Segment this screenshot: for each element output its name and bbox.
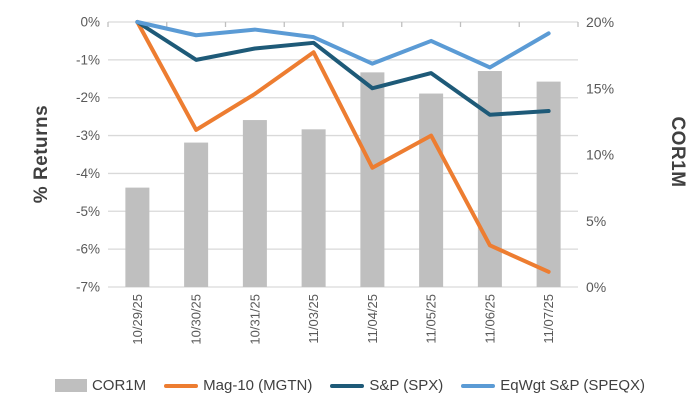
line-series-0 <box>135 20 551 274</box>
x-axis-label: 11/05/25 <box>424 294 439 344</box>
x-axis-label: 11/04/25 <box>365 294 380 344</box>
bar-cor1m <box>360 72 385 287</box>
x-axis-label: 11/06/25 <box>482 294 497 344</box>
left-axis-tick-label: -6% <box>76 242 100 257</box>
legend-item-3[interactable]: EqWgt S&P (SPEQX) <box>461 377 645 394</box>
bar-cor1m <box>477 71 502 288</box>
bar-cor1m <box>419 93 444 287</box>
chart-legend: COR1M Mag-10 (MGTN) S&P (SPX) EqWgt S&P (SP… <box>0 377 700 394</box>
right-axis-tick-label: 5% <box>586 213 606 229</box>
left-axis-tick-label: -2% <box>76 90 100 105</box>
left-axis-tick-label: -7% <box>76 280 100 295</box>
bar-cor1m <box>301 129 326 287</box>
legend-label: EqWgt S&P (SPEQX) <box>500 377 646 394</box>
left-axis-tick-label: -5% <box>76 204 100 219</box>
x-axis-label: 10/29/25 <box>130 294 145 345</box>
legend-label: Mag-10 (MGTN) <box>203 377 313 394</box>
x-axis-label: 11/07/25 <box>541 294 556 344</box>
legend-item-1[interactable]: Mag-10 (MGTN) <box>164 377 312 394</box>
bar-cor1m <box>125 187 150 287</box>
x-axis-label: 10/30/25 <box>189 294 204 345</box>
x-axis-label: 11/03/25 <box>306 294 321 344</box>
legend-item-0[interactable]: COR1M <box>54 377 147 394</box>
line-series-2 <box>135 20 551 70</box>
legend-swatch-bar <box>54 379 87 392</box>
right-axis-tick-label: 0% <box>586 279 606 295</box>
left-axis-title: % Returns <box>31 104 52 204</box>
right-axis-tick-label: 20% <box>586 14 614 30</box>
left-axis-tick-label: -3% <box>76 128 100 143</box>
bar-cor1m <box>184 142 209 287</box>
left-axis-tick-label: 0% <box>80 15 100 30</box>
right-axis-tick-label: 15% <box>586 80 614 96</box>
right-axis-tick-label: 10% <box>586 147 614 163</box>
x-axis-label: 10/31/25 <box>247 294 262 345</box>
legend-swatch-line <box>330 383 365 388</box>
legend-swatch-line <box>164 383 199 388</box>
left-axis-tick-label: -4% <box>76 166 100 181</box>
legend-swatch-line <box>461 383 496 388</box>
bar-cor1m <box>242 120 267 287</box>
legend-label: S&P (SPX) <box>369 377 444 394</box>
left-axis-tick-label: -1% <box>76 52 100 67</box>
legend-label: COR1M <box>91 377 147 394</box>
right-axis-title: COR1M <box>667 116 688 188</box>
bar-cor1m <box>536 81 561 287</box>
line-series-1 <box>135 20 551 117</box>
legend-item-2[interactable]: S&P (SPX) <box>330 377 443 394</box>
